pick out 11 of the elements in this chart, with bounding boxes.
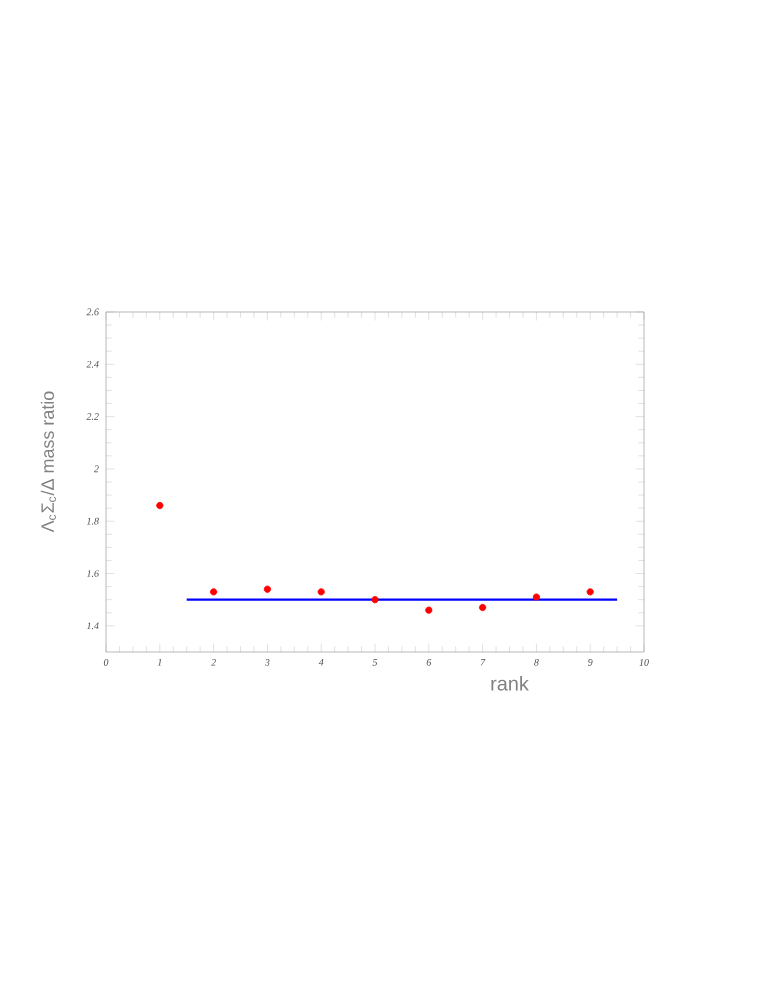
point — [371, 596, 379, 604]
point — [532, 593, 540, 601]
point — [425, 606, 433, 614]
y-axis-title: Λ$_{c}$Σ$_{c}$/Δ mass ratio — [40, 391, 56, 533]
point — [586, 588, 594, 596]
point — [479, 603, 487, 612]
point — [156, 501, 164, 510]
point — [210, 588, 218, 596]
point — [317, 588, 325, 596]
x-axis-title: rank — [491, 676, 529, 691]
point — [263, 585, 271, 593]
